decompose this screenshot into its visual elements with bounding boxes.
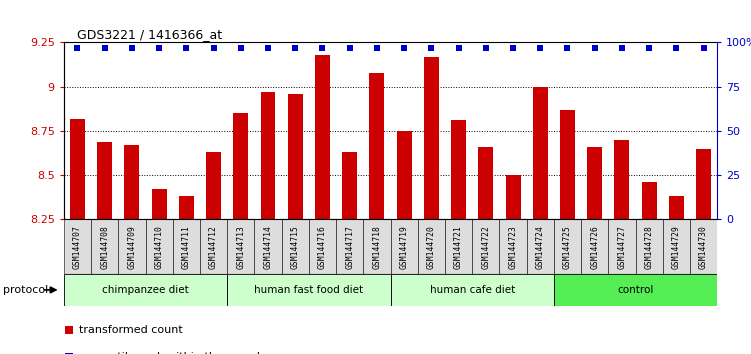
- Text: GSM144729: GSM144729: [672, 225, 681, 269]
- Text: transformed count: transformed count: [79, 325, 182, 336]
- Text: human fast food diet: human fast food diet: [255, 285, 363, 295]
- Bar: [64, 219, 91, 274]
- Text: GSM144715: GSM144715: [291, 225, 300, 269]
- Bar: [255, 219, 282, 274]
- Bar: [342, 152, 357, 219]
- Bar: [70, 119, 85, 219]
- Text: GSM144725: GSM144725: [563, 225, 572, 269]
- Bar: [560, 110, 575, 219]
- Text: human cafe diet: human cafe diet: [430, 285, 515, 295]
- Bar: [288, 94, 303, 219]
- Bar: [451, 120, 466, 219]
- Bar: [206, 152, 221, 219]
- Bar: [282, 219, 309, 274]
- Bar: [445, 219, 472, 274]
- Bar: [505, 175, 520, 219]
- Text: GSM144717: GSM144717: [345, 225, 354, 269]
- Bar: [581, 219, 608, 274]
- Bar: [554, 274, 717, 306]
- Text: GSM144728: GSM144728: [644, 225, 653, 269]
- Bar: [391, 274, 554, 306]
- Bar: [173, 219, 200, 274]
- Bar: [635, 219, 662, 274]
- Bar: [97, 142, 112, 219]
- Bar: [227, 274, 391, 306]
- Text: GSM144714: GSM144714: [264, 225, 273, 269]
- Bar: [614, 140, 629, 219]
- Bar: [690, 219, 717, 274]
- Bar: [397, 131, 412, 219]
- Text: GSM144720: GSM144720: [427, 225, 436, 269]
- Bar: [587, 147, 602, 219]
- Bar: [532, 87, 547, 219]
- Bar: [261, 92, 276, 219]
- Bar: [424, 57, 439, 219]
- Bar: [391, 219, 418, 274]
- Text: GSM144724: GSM144724: [535, 225, 544, 269]
- Bar: [91, 219, 119, 274]
- Bar: [418, 219, 445, 274]
- Bar: [125, 145, 140, 219]
- Text: GSM144726: GSM144726: [590, 225, 599, 269]
- Bar: [608, 219, 635, 274]
- Bar: [179, 196, 194, 219]
- Bar: [146, 219, 173, 274]
- Text: protocol: protocol: [3, 285, 48, 295]
- Text: chimpanzee diet: chimpanzee diet: [102, 285, 189, 295]
- Text: control: control: [617, 285, 653, 295]
- Bar: [152, 189, 167, 219]
- Bar: [641, 182, 656, 219]
- Bar: [200, 219, 227, 274]
- Bar: [234, 113, 249, 219]
- Text: GSM144710: GSM144710: [155, 225, 164, 269]
- Bar: [472, 219, 499, 274]
- Text: GSM144713: GSM144713: [237, 225, 246, 269]
- Bar: [119, 219, 146, 274]
- Bar: [499, 219, 526, 274]
- Text: GSM144719: GSM144719: [400, 225, 409, 269]
- Bar: [64, 274, 227, 306]
- Text: GSM144712: GSM144712: [209, 225, 218, 269]
- Text: GSM144721: GSM144721: [454, 225, 463, 269]
- Bar: [669, 196, 684, 219]
- Text: GSM144723: GSM144723: [508, 225, 517, 269]
- Text: percentile rank within the sample: percentile rank within the sample: [79, 352, 267, 354]
- Bar: [478, 147, 493, 219]
- Text: GSM144711: GSM144711: [182, 225, 191, 269]
- Text: GSM144718: GSM144718: [372, 225, 382, 269]
- Bar: [336, 219, 363, 274]
- Text: GSM144722: GSM144722: [481, 225, 490, 269]
- Bar: [227, 219, 255, 274]
- Text: GSM144716: GSM144716: [318, 225, 327, 269]
- Bar: [662, 219, 690, 274]
- Bar: [363, 219, 391, 274]
- Bar: [315, 55, 330, 219]
- Bar: [369, 73, 385, 219]
- Bar: [309, 219, 336, 274]
- Text: GSM144707: GSM144707: [73, 225, 82, 269]
- Text: GSM144727: GSM144727: [617, 225, 626, 269]
- Text: GSM144709: GSM144709: [128, 225, 137, 269]
- Bar: [696, 149, 711, 219]
- Bar: [526, 219, 554, 274]
- Text: GSM144730: GSM144730: [699, 225, 708, 269]
- Text: GDS3221 / 1416366_at: GDS3221 / 1416366_at: [77, 28, 222, 41]
- Bar: [554, 219, 581, 274]
- Text: GSM144708: GSM144708: [100, 225, 109, 269]
